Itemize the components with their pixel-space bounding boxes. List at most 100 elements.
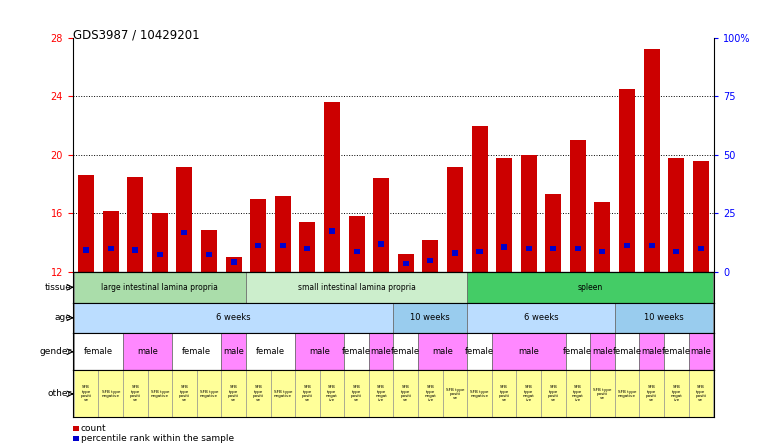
Bar [418,333,468,370]
Text: 10 weeks: 10 weeks [644,313,684,322]
Bar [345,333,369,370]
Bar [176,166,193,272]
Text: SFB type
negative: SFB type negative [274,390,292,398]
Bar [693,161,709,272]
Text: spleen: spleen [578,283,603,292]
Bar [468,302,615,333]
Bar [74,333,123,370]
Text: SFB
type
negat
ive: SFB type negat ive [572,385,584,402]
Text: SFB
type
negat
ive: SFB type negat ive [523,385,535,402]
Text: large intestinal lamina propria: large intestinal lamina propria [102,283,219,292]
Text: SFB type
positi
ve: SFB type positi ve [445,388,464,400]
Text: GDS3987 / 10429201: GDS3987 / 10429201 [73,29,199,42]
Text: SFB type
negative: SFB type negative [618,390,636,398]
Bar [102,210,118,272]
Bar [624,243,630,249]
Bar [471,126,487,272]
Text: SFB type
negative: SFB type negative [151,390,169,398]
Text: SFB type
negative: SFB type negative [471,390,489,398]
Bar [222,333,246,370]
Bar [545,194,562,272]
Text: female: female [563,347,592,356]
Bar [393,370,418,417]
Text: male: male [371,347,392,356]
Bar [477,249,483,254]
Bar [74,302,393,333]
Bar [590,370,615,417]
Bar [354,249,360,254]
Bar [157,252,163,257]
Bar [123,333,172,370]
Bar [526,246,532,251]
Text: female: female [84,347,113,356]
Bar [619,89,635,272]
Bar [123,370,147,417]
Bar [550,246,556,251]
Bar [222,370,246,417]
Text: SFB
type
positi
ve: SFB type positi ve [351,385,362,402]
Bar [147,370,172,417]
Bar [570,140,586,272]
Text: male: male [518,347,539,356]
Text: male: male [641,347,662,356]
Bar [299,222,316,272]
Text: SFB type
positi
ve: SFB type positi ve [594,388,612,400]
Bar [575,246,581,251]
Bar [600,249,606,254]
Bar [197,370,222,417]
Bar [447,166,463,272]
Bar [369,370,393,417]
Text: 6 weeks: 6 weeks [523,313,558,322]
Bar [639,370,664,417]
Bar [393,302,468,333]
Bar [516,370,541,417]
Bar [615,370,639,417]
Bar [319,370,345,417]
Bar [83,247,89,253]
Bar [128,177,144,272]
Bar [590,333,615,370]
Bar [246,370,270,417]
Text: female: female [256,347,285,356]
Bar [295,370,319,417]
Bar [427,258,433,263]
Text: age: age [55,313,72,322]
Bar [172,333,222,370]
Text: SFB type
negative: SFB type negative [200,390,219,398]
Text: tissue: tissue [45,283,72,292]
Bar [251,199,266,272]
Text: SFB
type
positi
ve: SFB type positi ve [302,385,313,402]
Text: female: female [342,347,371,356]
Bar [688,333,713,370]
Text: male: male [309,347,330,356]
Text: SFB
type
negat
ive: SFB type negat ive [425,385,436,402]
Text: SFB
type
positi
ve: SFB type positi ve [548,385,558,402]
Bar [74,370,99,417]
Text: small intestinal lamina propria: small intestinal lamina propria [298,283,416,292]
Text: SFB
type
positi
ve: SFB type positi ve [646,385,657,402]
Bar [442,370,468,417]
Text: male: male [691,347,711,356]
Bar [132,247,138,253]
Text: SFB
type
negat
ive: SFB type negat ive [375,385,387,402]
Text: SFB
type
positi
ve: SFB type positi ve [400,385,411,402]
Text: 10 weeks: 10 weeks [410,313,450,322]
Bar [378,242,384,247]
Bar [643,49,659,272]
Bar [664,370,688,417]
Bar [501,244,507,250]
Bar [615,302,713,333]
Bar [565,333,590,370]
Bar [225,258,241,272]
Text: 6 weeks: 6 weeks [216,313,251,322]
Text: female: female [613,347,642,356]
Bar [206,252,212,257]
Text: male: male [137,347,158,356]
Bar [492,370,516,417]
Text: male: male [592,347,613,356]
Bar [329,228,335,234]
Bar [398,254,414,272]
Text: male: male [432,347,453,356]
Bar [452,250,458,256]
Bar [246,333,295,370]
